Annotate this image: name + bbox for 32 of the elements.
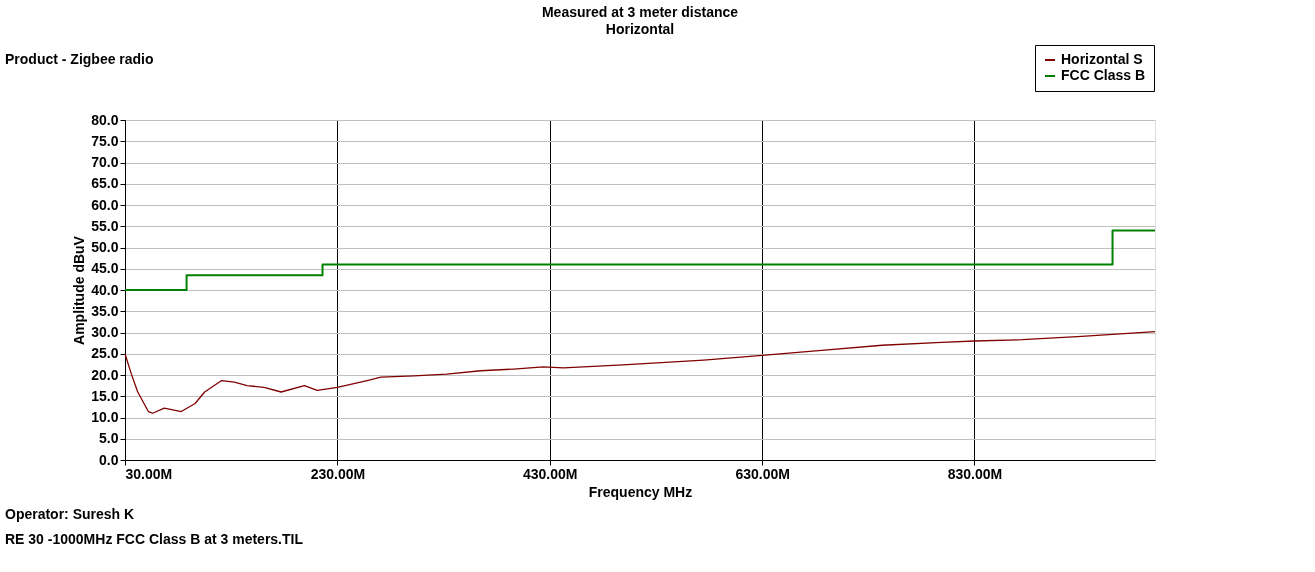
x-tick-label: 430.00M xyxy=(523,465,578,482)
x-tick-label: 230.00M xyxy=(310,465,366,482)
legend-label: FCC Class B xyxy=(1061,67,1146,83)
y-tick-label: 25.0 xyxy=(91,345,119,362)
y-axis-title: Amplitude dBuV xyxy=(71,235,88,345)
x-tick-label: 830.00M xyxy=(947,465,1003,482)
y-tick-label: 50.0 xyxy=(91,239,119,255)
chart-title: Measured at 3 meter distance xyxy=(541,3,739,20)
y-tick-label: 45.0 xyxy=(91,260,119,277)
text: Product - Zigbee radio xyxy=(5,51,154,67)
x-tick-label: 30.00M xyxy=(125,465,173,482)
y-tick-label: 70.0 xyxy=(91,154,119,170)
y-tick-label: 80.0 xyxy=(91,111,119,128)
text: Operator: Suresh K xyxy=(5,506,135,522)
y-tick-label: 5.0 xyxy=(99,430,119,447)
y-tick-label: 20.0 xyxy=(91,366,119,383)
y-tick-label: 65.0 xyxy=(91,175,119,192)
x-axis-title: Frequency MHz xyxy=(588,483,693,500)
y-tick-label: 55.0 xyxy=(91,217,119,234)
legend-label: Horizontal S xyxy=(1061,51,1143,67)
y-tick-label: 15.0 xyxy=(91,387,119,404)
y-tick-label: 60.0 xyxy=(91,196,119,213)
y-tick-label: 75.0 xyxy=(91,132,119,149)
line-series xyxy=(124,331,1156,414)
y-tick-label: 0.0 xyxy=(99,451,119,468)
x-tick-label: 630.00M xyxy=(735,465,790,482)
y-tick-label: 10.0 xyxy=(91,409,119,425)
chart-subtitle: Horizontal xyxy=(605,20,675,37)
y-tick-label: 30.0 xyxy=(91,324,119,340)
y-tick-label: 40.0 xyxy=(91,281,119,298)
text: RE 30 -1000MHz FCC Class B at 3 meters.TIL xyxy=(5,531,304,547)
y-tick-label: 35.0 xyxy=(91,302,119,319)
